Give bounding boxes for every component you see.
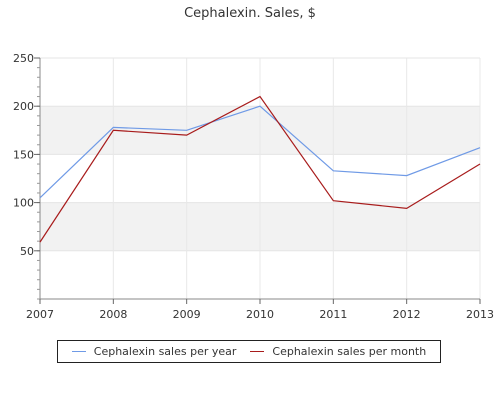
- y-tick-label: 200: [13, 100, 34, 113]
- y-tick-label: 50: [20, 245, 34, 258]
- chart-title: Cephalexin. Sales, $: [184, 6, 316, 21]
- y-tick-label: 100: [13, 197, 34, 210]
- legend-swatch-series-2: [250, 351, 265, 352]
- x-tick-label: 2010: [246, 308, 274, 321]
- legend-label-series-1: Cephalexin sales per year: [93, 345, 237, 358]
- y-tick-label: 150: [13, 148, 34, 161]
- chart-legend: Cephalexin sales per year Cephalexin sal…: [57, 340, 441, 363]
- legend-item-series-2[interactable]: Cephalexin sales per month: [250, 345, 426, 358]
- y-tick-label: 250: [13, 52, 34, 65]
- legend-label-series-2: Cephalexin sales per month: [272, 345, 427, 358]
- x-tick-label: 2012: [393, 308, 421, 321]
- legend-item-series-1[interactable]: Cephalexin sales per year: [71, 345, 237, 358]
- x-tick-label: 2009: [173, 308, 201, 321]
- legend-swatch-series-1: [71, 351, 86, 352]
- x-tick-label: 2007: [26, 308, 54, 321]
- x-tick-label: 2013: [466, 308, 494, 321]
- x-tick-label: 2011: [319, 308, 347, 321]
- x-tick-label: 2008: [99, 308, 127, 321]
